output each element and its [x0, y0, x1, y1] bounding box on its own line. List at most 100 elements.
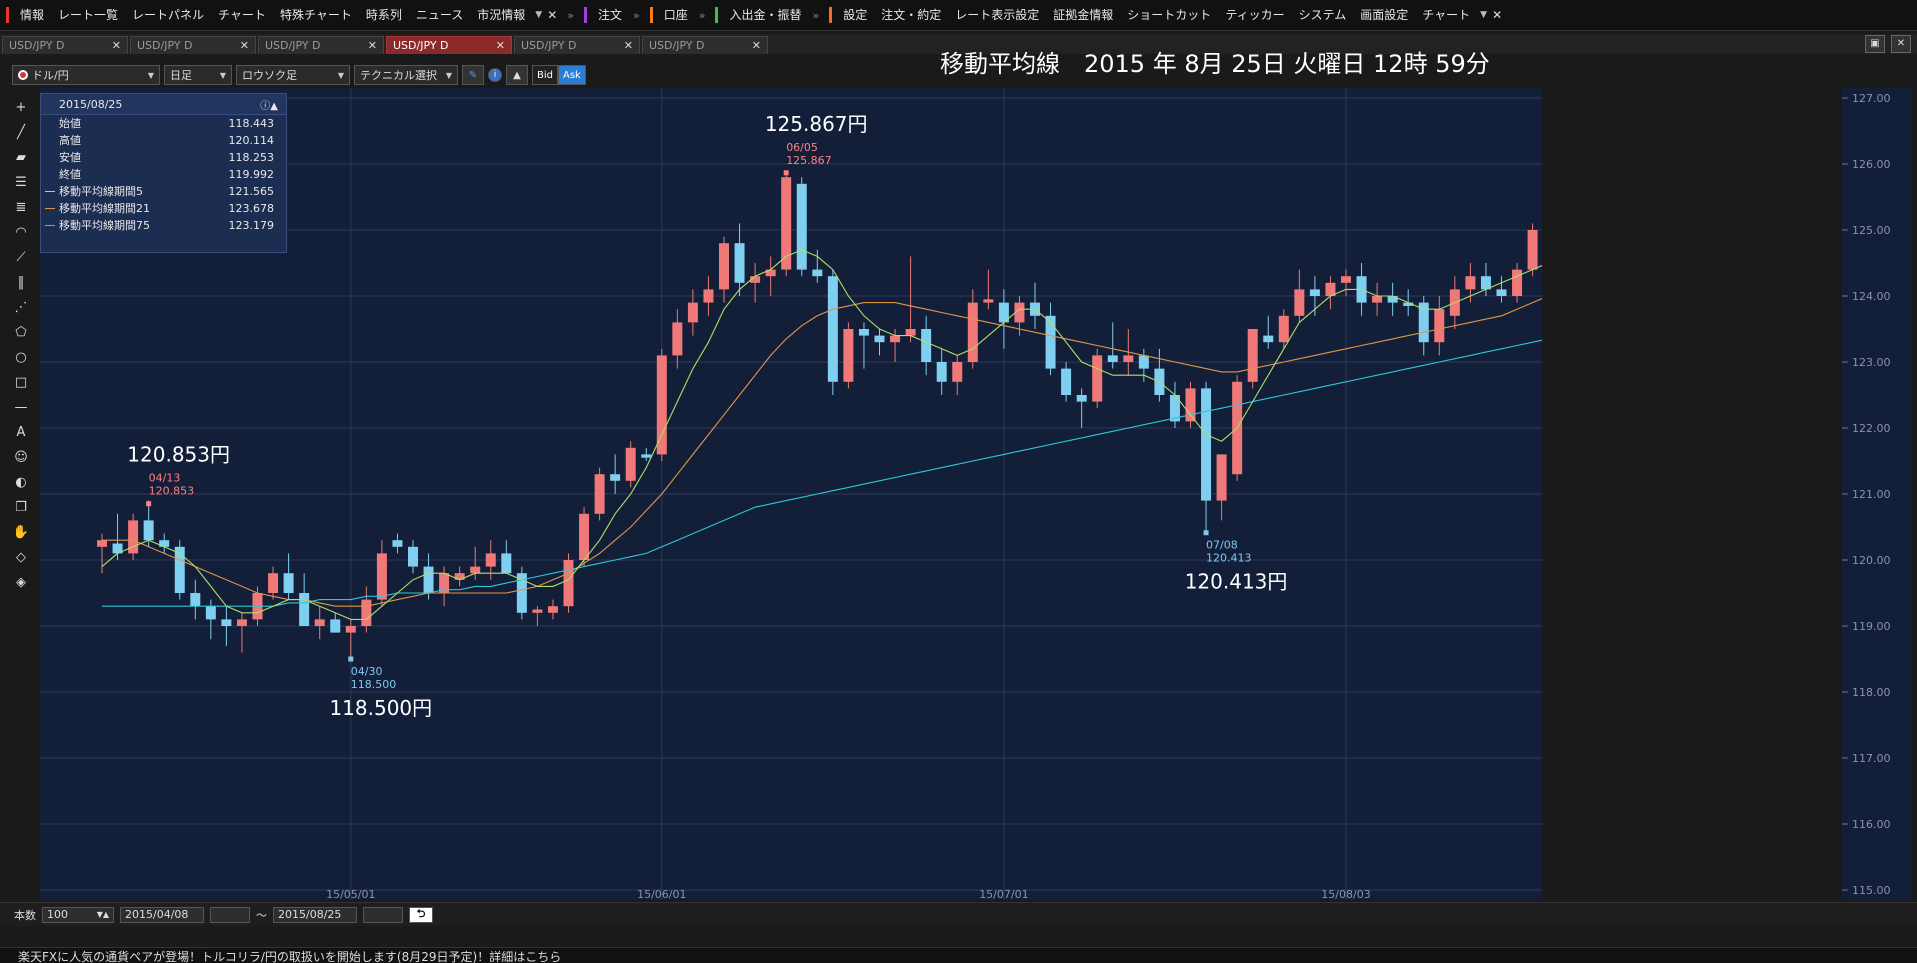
candle-up: [719, 243, 729, 290]
menu-screen-settings[interactable]: 画面設定: [1360, 8, 1409, 22]
close-icon[interactable]: ✕: [111, 39, 121, 52]
circle-icon[interactable]: ○: [15, 349, 27, 365]
mountain-chart-icon[interactable]: ▲: [506, 65, 528, 85]
candle-up: [314, 619, 325, 626]
menu-deposit-transfer[interactable]: 入出金・振替: [729, 8, 802, 22]
erase-all-icon[interactable]: ◈: [16, 574, 26, 590]
chart-tab[interactable]: USD/JPY D ✕: [642, 36, 768, 54]
pitchfork-icon[interactable]: ⋰: [14, 299, 28, 315]
icon-stamp-icon[interactable]: ☺: [14, 449, 28, 465]
chart-tab[interactable]: USD/JPY D ✕: [258, 36, 384, 54]
to-time-field[interactable]: [363, 906, 403, 923]
eraser-icon[interactable]: ◇: [16, 549, 26, 565]
overflow-icon[interactable]: »: [567, 8, 574, 22]
menu-ticker[interactable]: ティッカー: [1225, 8, 1285, 22]
maximize-icon[interactable]: ▣: [1865, 35, 1885, 53]
from-date-field[interactable]: 2015/04/08: [120, 906, 204, 923]
overflow-icon[interactable]: »: [812, 8, 820, 22]
magnet-icon[interactable]: ◐: [15, 474, 27, 490]
candle-up: [1092, 355, 1103, 402]
close-icon[interactable]: ✕: [547, 8, 558, 22]
menu-orders-executions[interactable]: 注文・約定: [881, 8, 942, 22]
menu-rate-display-settings[interactable]: レート表示設定: [955, 8, 1040, 22]
text-icon[interactable]: A: [16, 424, 26, 440]
fan-icon[interactable]: ◠: [15, 224, 27, 240]
chart-tab[interactable]: USD/JPY D ✕: [130, 36, 256, 54]
menu-market-info[interactable]: 市況情報: [477, 8, 526, 22]
annotation-date: 04/30: [351, 665, 383, 678]
to-date-field[interactable]: 2015/08/25: [273, 906, 357, 923]
currency-pair-select[interactable]: ドル/円 ▼: [12, 65, 160, 85]
reset-icon[interactable]: ⮌: [409, 906, 433, 923]
candle-up: [1014, 302, 1025, 323]
menu-rate-panel[interactable]: レートパネル: [132, 8, 205, 22]
ask-button[interactable]: Ask: [558, 65, 586, 85]
info-value: 118.253: [228, 151, 275, 164]
menu-settings[interactable]: 設定: [843, 8, 868, 22]
legend-line-icon: [45, 225, 55, 226]
menu-time-series[interactable]: 時系列: [365, 8, 402, 22]
info-icon[interactable]: i: [488, 68, 502, 82]
menu-chart[interactable]: チャート: [218, 8, 266, 22]
menu-system[interactable]: システム: [1298, 8, 1347, 22]
flag-icon: [18, 70, 28, 80]
technical-select[interactable]: テクニカル選択 ▼: [354, 65, 458, 85]
menu-rate-list[interactable]: レート一覧: [58, 8, 119, 22]
candle-down: [610, 474, 621, 481]
candle-down: [734, 243, 745, 283]
menu-account[interactable]: 口座: [663, 8, 688, 22]
annotation-big-label: 125.867円: [765, 112, 868, 136]
chevron-down-icon[interactable]: ▼: [1480, 10, 1488, 20]
trendline-icon[interactable]: ╱: [17, 124, 25, 140]
candle-up: [1341, 276, 1351, 283]
chart-tab[interactable]: USD/JPY D ✕: [386, 36, 512, 54]
close-icon[interactable]: ✕: [1891, 35, 1911, 53]
date-tick-label: 15/08/03: [1321, 888, 1370, 900]
menu-info[interactable]: 情報: [20, 8, 45, 22]
chevron-down-icon[interactable]: ▼: [535, 10, 543, 20]
menu-shortcut[interactable]: ショートカット: [1127, 8, 1212, 22]
candle-up: [750, 276, 761, 283]
menu-margin-info[interactable]: 証拠金情報: [1053, 8, 1114, 22]
candle-down: [1061, 368, 1072, 395]
vertical-lines-icon[interactable]: ‖: [17, 274, 25, 290]
close-icon[interactable]: ✕: [751, 39, 761, 52]
close-icon[interactable]: ✕: [623, 39, 633, 52]
chart-type-select[interactable]: ロウソク足 ▼: [236, 65, 350, 85]
overflow-icon[interactable]: »: [698, 8, 706, 22]
pencil-icon[interactable]: ✎: [462, 65, 484, 85]
pentagon-icon[interactable]: ⬠: [15, 324, 27, 340]
chart-tab[interactable]: USD/JPY D ✕: [2, 36, 128, 54]
bid-button[interactable]: Bid: [532, 65, 558, 85]
menu-order[interactable]: 注文: [597, 8, 622, 22]
stepper-arrows-icon[interactable]: ▼▲: [96, 910, 109, 919]
period-select[interactable]: 日足 ▼: [164, 65, 232, 85]
candle-up: [765, 269, 776, 277]
rectangle-icon[interactable]: □: [14, 374, 28, 390]
crosshair-icon[interactable]: +: [15, 99, 27, 115]
ruler-icon[interactable]: ▰: [16, 149, 26, 165]
close-icon[interactable]: ✕: [367, 39, 377, 52]
from-time-field[interactable]: [210, 906, 250, 923]
menu-chart-settings[interactable]: チャート: [1422, 8, 1471, 22]
menu-news[interactable]: ニュース: [415, 8, 464, 22]
menu-special-chart[interactable]: 特殊チャート: [279, 8, 352, 22]
close-icon[interactable]: ✕: [495, 39, 505, 52]
overflow-icon[interactable]: »: [633, 8, 640, 22]
news-ticker[interactable]: 楽天FXに人気の通貨ペアが登場！トルコリラ/円の取扱いを開始します(8月29日予…: [0, 947, 1917, 963]
copy-icon[interactable]: ❐: [15, 499, 27, 515]
horizontal-line-icon[interactable]: —: [14, 399, 28, 415]
hand-icon[interactable]: ✋: [12, 524, 30, 540]
count-label: 本数: [14, 908, 36, 922]
chart-tab[interactable]: USD/JPY D ✕: [514, 36, 640, 54]
count-stepper[interactable]: 100 ▼▲: [42, 906, 114, 923]
parallel-lines-icon[interactable]: ≣: [15, 199, 27, 215]
info-toggle-icon[interactable]: ⓘ▲: [260, 100, 278, 112]
chart-plot-area[interactable]: 15/05/01 15/06/01 15/07/01 15/08/03 04/13 120…: [40, 88, 1692, 901]
horizontal-lines-icon[interactable]: ☰: [15, 174, 27, 190]
close-icon[interactable]: ✕: [239, 39, 249, 52]
close-icon[interactable]: ✕: [1492, 8, 1503, 22]
gann-icon[interactable]: ⟋: [16, 249, 26, 265]
info-label: 高値: [59, 134, 81, 147]
annotation-big-label: 120.413円: [1185, 570, 1288, 594]
